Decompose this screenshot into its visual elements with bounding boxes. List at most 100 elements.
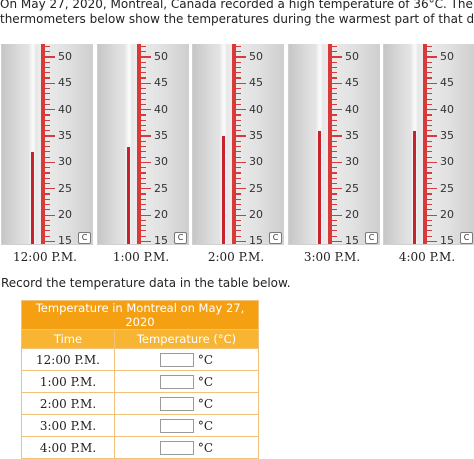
table-row: 3:00 P.M. °C bbox=[21, 414, 259, 437]
minor-tick bbox=[141, 156, 146, 158]
minor-tick bbox=[236, 193, 241, 195]
minor-tick bbox=[236, 151, 241, 153]
minor-tick bbox=[332, 156, 337, 158]
temperature-input[interactable] bbox=[159, 352, 194, 367]
thermometer: 50 45 40 35 30 25 20 15 C bbox=[383, 44, 474, 245]
minor-tick bbox=[45, 45, 50, 48]
minor-tick bbox=[45, 61, 50, 63]
thermometer: 50 45 40 35 30 25 20 15 C bbox=[288, 44, 380, 245]
minor-tick bbox=[45, 93, 50, 95]
minor-tick bbox=[427, 193, 432, 195]
minor-tick bbox=[141, 182, 146, 185]
minor-tick bbox=[236, 156, 241, 158]
minor-tick bbox=[332, 209, 337, 211]
scale-label: 20 bbox=[249, 208, 263, 222]
minor-tick bbox=[141, 209, 146, 211]
major-tick bbox=[332, 82, 342, 84]
minor-tick bbox=[427, 209, 432, 211]
record-prompt: Record the temperature data in the table… bbox=[1, 276, 291, 290]
major-tick bbox=[45, 56, 55, 58]
minor-tick bbox=[236, 88, 241, 90]
scale-label: 15 bbox=[249, 234, 263, 245]
major-tick bbox=[141, 188, 151, 190]
mercury-column bbox=[318, 130, 321, 244]
major-tick bbox=[427, 56, 437, 58]
scale-label: 15 bbox=[154, 234, 168, 245]
major-tick bbox=[427, 161, 437, 163]
temperature-cell: °C bbox=[114, 392, 259, 415]
temperature-table: Temperature in Montreal on May 27, 2020 … bbox=[21, 300, 259, 459]
time-cell: 2:00 P.M. bbox=[21, 392, 115, 415]
scale-label: 30 bbox=[154, 155, 168, 169]
scale-label: 45 bbox=[249, 76, 263, 90]
major-tick bbox=[45, 214, 55, 216]
minor-tick bbox=[427, 88, 432, 90]
scale-label: 30 bbox=[58, 155, 72, 169]
minor-tick bbox=[427, 177, 432, 179]
minor-tick bbox=[45, 182, 50, 185]
minor-tick bbox=[332, 235, 337, 237]
temperature-input[interactable] bbox=[159, 374, 194, 389]
intro-line-2: thermometers below show the temperatures… bbox=[0, 12, 474, 26]
scale-label: 50 bbox=[154, 50, 168, 63]
minor-tick bbox=[45, 203, 50, 206]
scale-label: 50 bbox=[440, 50, 454, 63]
minor-tick bbox=[236, 225, 241, 227]
scale-label: 30 bbox=[249, 155, 263, 169]
minor-tick bbox=[45, 72, 50, 74]
minor-tick bbox=[332, 119, 337, 121]
minor-tick bbox=[427, 93, 432, 95]
temperature-input[interactable] bbox=[159, 440, 194, 455]
minor-tick bbox=[45, 209, 50, 211]
minor-tick bbox=[236, 66, 241, 69]
unit-badge: C bbox=[78, 232, 91, 244]
major-tick bbox=[141, 82, 151, 84]
unit-label: °C bbox=[197, 374, 214, 389]
thermometer: 50 45 40 35 30 25 20 15 C bbox=[97, 44, 189, 245]
temperature-entry: °C bbox=[159, 396, 213, 411]
major-tick bbox=[45, 82, 55, 84]
minor-tick bbox=[332, 45, 337, 48]
major-tick bbox=[236, 188, 246, 190]
major-tick bbox=[427, 135, 437, 137]
minor-tick bbox=[427, 167, 432, 169]
minor-tick bbox=[427, 98, 432, 100]
minor-tick bbox=[141, 124, 146, 127]
minor-tick bbox=[427, 203, 432, 206]
minor-tick bbox=[332, 114, 337, 116]
minor-tick bbox=[141, 203, 146, 206]
minor-tick bbox=[141, 140, 146, 142]
minor-tick bbox=[236, 177, 241, 179]
minor-tick bbox=[332, 219, 337, 221]
scale-label: 15 bbox=[440, 234, 454, 245]
temperature-input[interactable] bbox=[159, 418, 194, 433]
unit-label: °C bbox=[197, 440, 214, 455]
temperature-input[interactable] bbox=[159, 396, 194, 411]
scale-label: 25 bbox=[440, 181, 454, 195]
scale-bar bbox=[41, 44, 45, 244]
minor-tick bbox=[45, 225, 50, 227]
minor-tick bbox=[141, 230, 146, 232]
scale-label: 25 bbox=[58, 181, 72, 195]
scale-label: 35 bbox=[440, 129, 454, 143]
table-row: 1:00 P.M. °C bbox=[21, 370, 259, 393]
major-tick bbox=[236, 135, 246, 137]
minor-tick bbox=[332, 177, 337, 179]
scale-label: 45 bbox=[58, 76, 72, 90]
thermometer: 50 45 40 35 30 25 20 15 C bbox=[192, 44, 284, 245]
major-tick bbox=[45, 240, 55, 243]
minor-tick bbox=[427, 219, 432, 221]
minor-tick bbox=[332, 172, 337, 174]
temperature-entry: °C bbox=[159, 440, 214, 455]
scale-label: 15 bbox=[58, 234, 72, 245]
minor-tick bbox=[332, 88, 337, 90]
major-tick bbox=[332, 109, 342, 111]
table-row: 2:00 P.M. °C bbox=[21, 392, 259, 415]
minor-tick bbox=[427, 51, 432, 53]
major-tick bbox=[45, 135, 55, 137]
minor-tick bbox=[427, 151, 432, 153]
minor-tick bbox=[236, 93, 241, 95]
major-tick bbox=[236, 214, 246, 216]
time-column-header: Time bbox=[21, 329, 115, 349]
minor-tick bbox=[45, 88, 50, 90]
